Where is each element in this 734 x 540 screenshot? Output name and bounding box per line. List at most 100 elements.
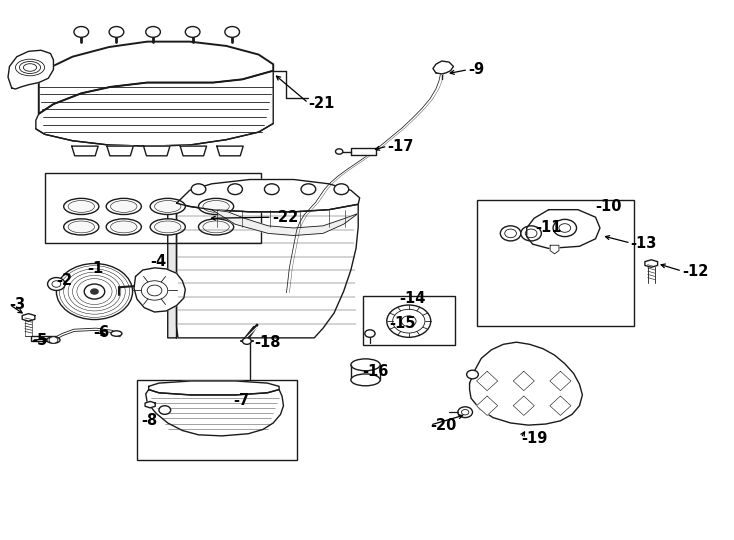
Ellipse shape xyxy=(198,219,233,235)
Polygon shape xyxy=(513,396,534,415)
Circle shape xyxy=(142,281,168,300)
Circle shape xyxy=(467,370,479,379)
Text: -21: -21 xyxy=(308,96,335,111)
Bar xyxy=(477,200,633,326)
Circle shape xyxy=(148,285,162,296)
Text: -10: -10 xyxy=(595,199,622,214)
Text: -3: -3 xyxy=(10,297,26,312)
Polygon shape xyxy=(351,148,376,155)
Polygon shape xyxy=(144,146,170,156)
Polygon shape xyxy=(550,372,571,390)
Circle shape xyxy=(393,309,425,333)
Ellipse shape xyxy=(106,198,142,214)
Circle shape xyxy=(458,407,473,417)
Ellipse shape xyxy=(106,219,142,235)
Ellipse shape xyxy=(155,221,181,233)
Text: -2: -2 xyxy=(57,273,73,288)
Ellipse shape xyxy=(155,200,181,212)
Text: -16: -16 xyxy=(363,364,389,379)
Circle shape xyxy=(185,26,200,37)
Text: -11: -11 xyxy=(536,220,562,235)
Circle shape xyxy=(301,184,316,194)
Text: -19: -19 xyxy=(521,430,548,445)
Ellipse shape xyxy=(68,221,95,233)
Circle shape xyxy=(90,288,99,295)
Polygon shape xyxy=(107,146,134,156)
Ellipse shape xyxy=(203,200,229,212)
Polygon shape xyxy=(36,71,273,146)
Circle shape xyxy=(225,26,239,37)
Ellipse shape xyxy=(150,198,185,214)
Circle shape xyxy=(387,305,431,338)
Ellipse shape xyxy=(351,359,380,371)
Ellipse shape xyxy=(351,374,380,386)
Circle shape xyxy=(74,26,89,37)
Circle shape xyxy=(159,406,171,414)
Text: -6: -6 xyxy=(93,325,109,340)
Ellipse shape xyxy=(150,219,185,235)
Ellipse shape xyxy=(203,221,229,233)
Polygon shape xyxy=(513,372,534,390)
Ellipse shape xyxy=(64,198,99,214)
Ellipse shape xyxy=(335,149,343,154)
Text: -18: -18 xyxy=(254,335,280,350)
Text: -9: -9 xyxy=(468,62,484,77)
Ellipse shape xyxy=(64,219,99,235)
Text: -20: -20 xyxy=(430,417,457,433)
Polygon shape xyxy=(550,245,559,254)
Polygon shape xyxy=(22,314,35,321)
Polygon shape xyxy=(168,203,176,338)
Polygon shape xyxy=(470,342,582,425)
Circle shape xyxy=(48,278,65,291)
Polygon shape xyxy=(176,179,360,212)
Bar xyxy=(45,173,261,243)
Text: -14: -14 xyxy=(399,291,426,306)
Circle shape xyxy=(242,338,251,345)
Circle shape xyxy=(526,229,537,238)
Polygon shape xyxy=(476,372,498,390)
Polygon shape xyxy=(180,146,206,156)
Polygon shape xyxy=(8,50,54,89)
Circle shape xyxy=(553,219,576,237)
Circle shape xyxy=(365,330,375,338)
Circle shape xyxy=(109,26,124,37)
Circle shape xyxy=(401,316,416,327)
Ellipse shape xyxy=(198,198,233,214)
Polygon shape xyxy=(72,146,98,156)
Circle shape xyxy=(521,226,542,241)
Polygon shape xyxy=(39,42,273,114)
Ellipse shape xyxy=(47,337,60,343)
Circle shape xyxy=(501,226,521,241)
Polygon shape xyxy=(176,203,358,338)
Text: -7: -7 xyxy=(233,393,250,408)
Circle shape xyxy=(52,281,61,287)
Polygon shape xyxy=(134,268,185,312)
Ellipse shape xyxy=(111,221,137,233)
Text: -8: -8 xyxy=(142,413,158,428)
Polygon shape xyxy=(211,210,358,235)
Ellipse shape xyxy=(68,200,95,212)
Polygon shape xyxy=(476,396,498,415)
Text: -1: -1 xyxy=(87,261,103,276)
Bar xyxy=(137,380,297,460)
Text: -13: -13 xyxy=(631,235,657,251)
Circle shape xyxy=(49,337,58,343)
Polygon shape xyxy=(433,61,454,74)
Circle shape xyxy=(146,26,161,37)
Text: -17: -17 xyxy=(388,139,414,153)
Polygon shape xyxy=(149,381,279,395)
Text: -4: -4 xyxy=(150,254,167,269)
Circle shape xyxy=(264,184,279,194)
Polygon shape xyxy=(527,210,600,248)
Polygon shape xyxy=(550,396,571,415)
Text: -12: -12 xyxy=(682,264,708,279)
Polygon shape xyxy=(145,401,155,408)
Polygon shape xyxy=(645,260,658,267)
Circle shape xyxy=(334,184,349,194)
Bar xyxy=(32,336,57,341)
Ellipse shape xyxy=(111,200,137,212)
Ellipse shape xyxy=(111,331,122,336)
Text: -5: -5 xyxy=(32,333,48,348)
Text: -15: -15 xyxy=(389,316,415,332)
Circle shape xyxy=(84,284,105,299)
